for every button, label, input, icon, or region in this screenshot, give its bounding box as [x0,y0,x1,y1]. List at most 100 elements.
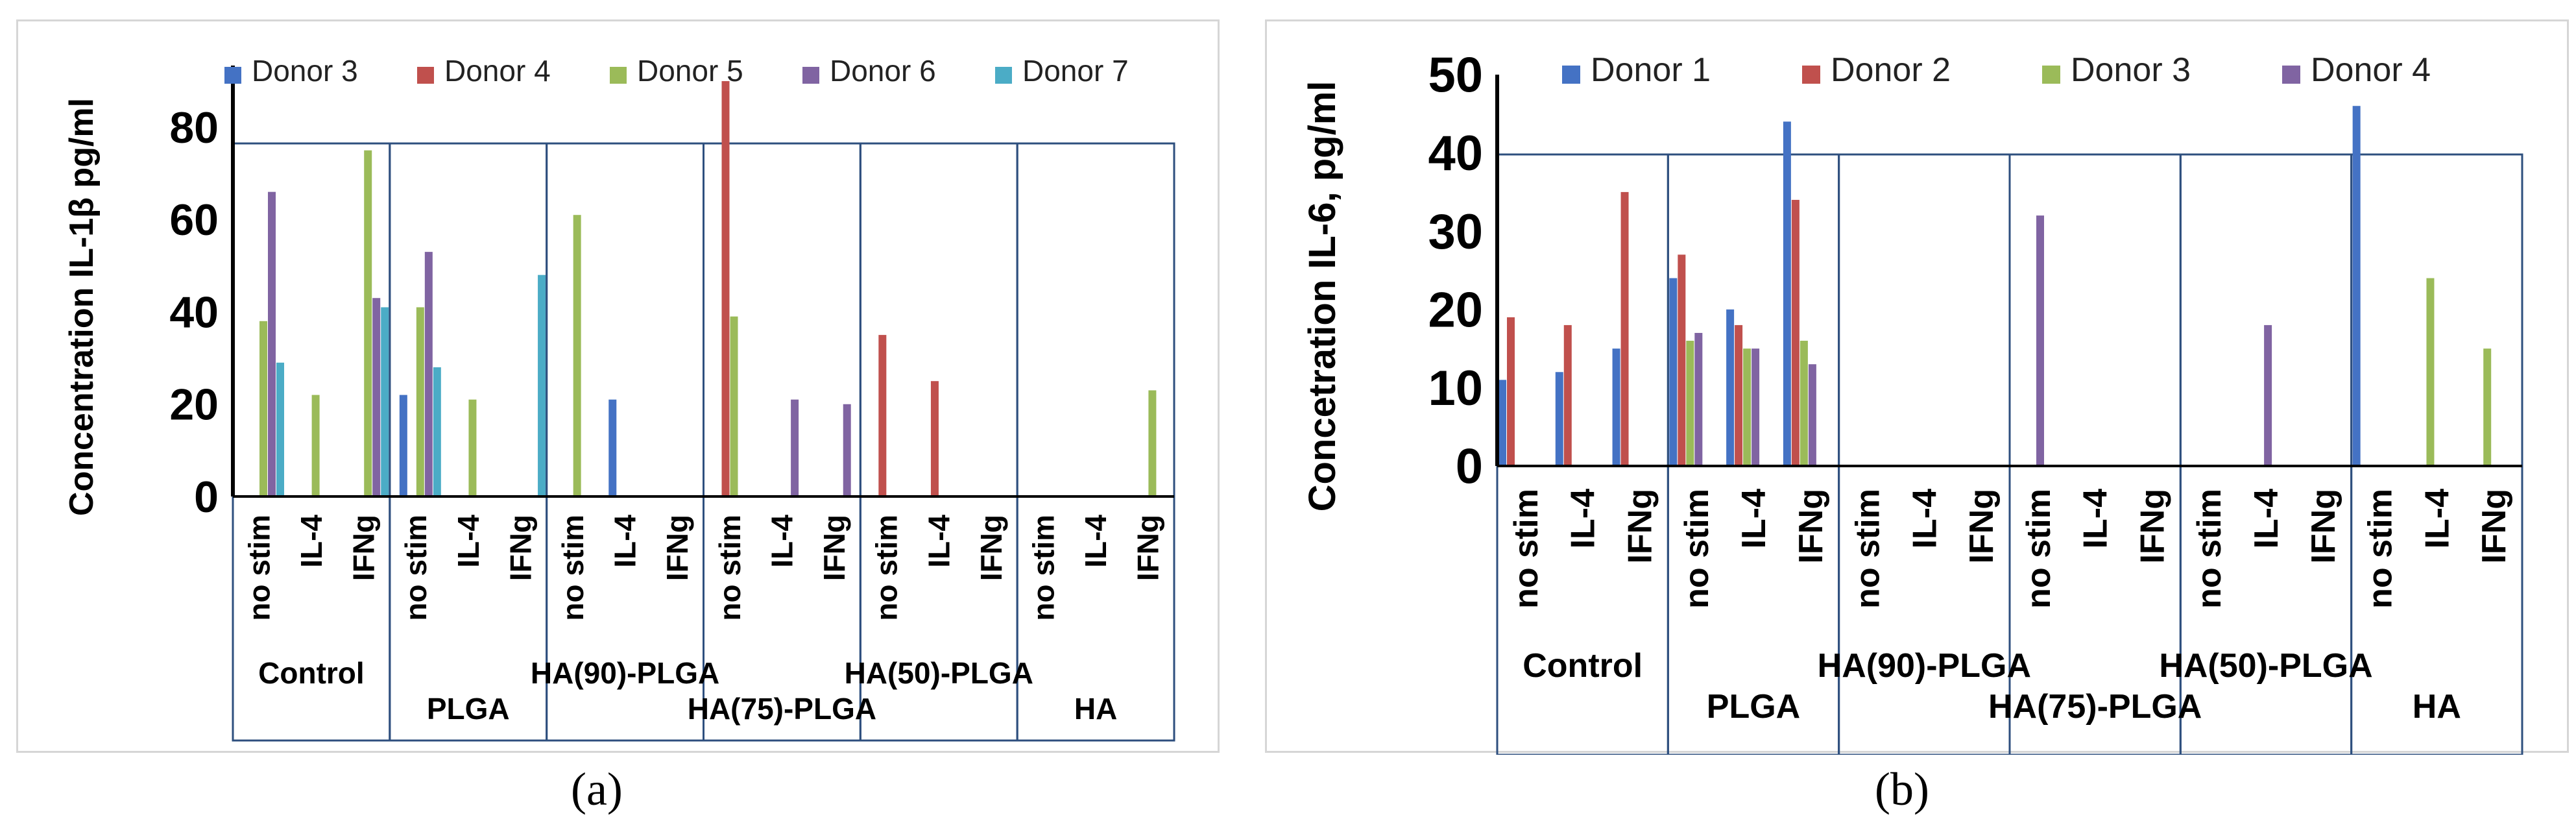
chart-b-legend-label: Donor 1 [1591,51,1711,89]
chart-a-bar [468,399,477,496]
chart-a-bar [399,395,407,496]
chart-a-condition-label: no stim [713,515,747,621]
chart-b-bar [1507,317,1515,466]
chart-a-legend-swatch [224,67,241,84]
chart-a-group-label: Control [258,656,365,690]
chart-b-condition-label: no stim [1849,489,1887,609]
chart-a-condition-label: no stim [399,515,433,621]
chart-a-bar [364,150,372,496]
chart-b-legend-swatch [1802,66,1820,84]
chart-b-bar [1563,324,1572,466]
chart-a-bar [878,335,887,496]
chart-b-bar [1686,341,1694,466]
chart-a-group-box [546,142,705,742]
chart-b-bar [2036,215,2044,466]
chart-b-condition-label: IFNg [2134,489,2171,564]
chart-b-condition-label: IFNg [1792,489,1830,564]
chart-a-condition-label: no stim [870,515,904,621]
chart-panel-b: 0 10 20 30 40 50 Concetration IL-6, pg/ml no st… [1265,19,2569,755]
chart-a-group-label: HA(75)-PLGA [688,692,876,726]
chart-a-condition-label: IL-4 [295,515,328,568]
chart-b-group-label: PLGA [1707,688,1800,726]
chart-a-bar [381,307,389,496]
chart-a-y-tick-label: 40 [169,288,219,337]
chart-a-condition-label: no stim [242,515,276,621]
chart-a-y-axis-title: Concentration IL-1β pg/ml [63,98,101,516]
chart-a-bar [424,252,433,496]
chart-b-condition-label: IFNg [1963,489,2001,564]
chart-b-y-tick-label: 0 [1456,439,1483,495]
chart-a-y-tick-label: 20 [169,380,219,430]
chart-b-bar [1620,191,1629,466]
chart-b-condition-label: no stim [1508,489,1545,609]
chart-b-bar [1743,349,1751,466]
chart-b-group-box [2008,153,2182,755]
chart-a-condition-label: IL-4 [1079,515,1113,568]
chart-b-bar [1694,332,1703,466]
chart-a-bar [538,275,546,496]
chart-b-bar [1669,278,1678,466]
chart-b-bar [1783,121,1791,467]
chart-a-legend-swatch [417,67,434,84]
chart-a-bar [573,215,581,496]
chart-b-bar [2426,278,2435,466]
chart-a-y-tick-label: 60 [169,195,219,245]
chart-b-bar [1800,341,1808,466]
chart-a-condition-label: IL-4 [922,515,956,568]
chart-a-bar [791,399,799,496]
chart-a-bar [843,404,851,496]
chart-b-condition-label: IL-4 [1565,489,1602,549]
chart-b-bar [1726,309,1735,466]
chart-b-group-label: HA(90)-PLGA [1818,647,2031,685]
chart-b-svg: 0 10 20 30 40 50 Concetration IL-6, pg/ml no st… [1301,48,2523,755]
chart-b-condition-label: IL-4 [1906,489,1944,549]
chart-a-condition-label: IFNg [503,515,537,581]
chart-a-legend-swatch [802,67,819,84]
chart-a-bar [930,381,939,496]
chart-b-legend-swatch [2042,66,2060,84]
chart-a-condition-label: IFNg [347,515,381,581]
chart-b-y-tick-label: 20 [1428,282,1483,337]
chart-b-bar [1735,324,1743,466]
chart-a-bar [276,362,284,496]
chart-b-y-tick-label: 40 [1428,126,1483,181]
chart-b-bar [1555,372,1563,466]
chart-b-legend-label: Donor 3 [2071,51,2191,89]
chart-b-condition-label: no stim [2020,489,2058,609]
chart-b-condition-label: IFNg [2305,489,2342,564]
chart-a-bar [268,191,276,496]
chart-a-y-tick-label: 80 [169,103,219,153]
chart-a-bar [721,81,730,496]
chart-b-y-tick-label: 30 [1428,204,1483,260]
chart-a-legend-label: Donor 3 [252,54,358,88]
chart-b-y-tick-label: 50 [1428,48,1483,103]
chart-a-condition-label: IL-4 [608,515,642,568]
chart-b-condition-label: no stim [2362,489,2400,609]
chart-a-group-box [389,142,548,742]
chart-a-group-box [1016,142,1175,742]
chart-b-bar [1612,349,1620,466]
chart-a-bar [259,321,267,496]
chart-b-group-label: HA(75)-PLGA [1988,688,2202,726]
chart-a-y-tick-label: 0 [194,472,219,522]
chart-b-bar [1808,364,1816,466]
chart-b-legend-swatch [2282,66,2300,84]
chart-a-condition-label: IFNg [974,515,1008,581]
chart-a-legend-label: Donor 6 [830,54,936,88]
chart-a-condition-label: IL-4 [765,515,799,568]
chart-a-condition-label: no stim [1026,515,1060,621]
chart-a-svg: 0 20 40 60 80 Concentration IL-1β pg/ml no sti… [63,54,1175,742]
chart-a-bar [730,316,738,496]
chart-a-group-label: HA(50)-PLGA [845,656,1033,690]
chart-a-condition-label: IL-4 [451,515,485,568]
chart-a-bar [372,298,381,496]
chart-b-y-tick-label: 10 [1428,361,1483,416]
chart-b-group-box [2350,153,2523,755]
chart-a-group-label: HA(90)-PLGA [531,656,719,690]
caption-a: (a) [571,763,623,815]
chart-b-condition-label: no stim [2191,489,2228,609]
chart-b-y-axis-title: Concetration IL-6, pg/ml [1301,81,1343,512]
chart-b-bar [1499,380,1506,466]
chart-a-bar [311,395,320,496]
chart-b-group-label: HA(50)-PLGA [2159,647,2372,685]
